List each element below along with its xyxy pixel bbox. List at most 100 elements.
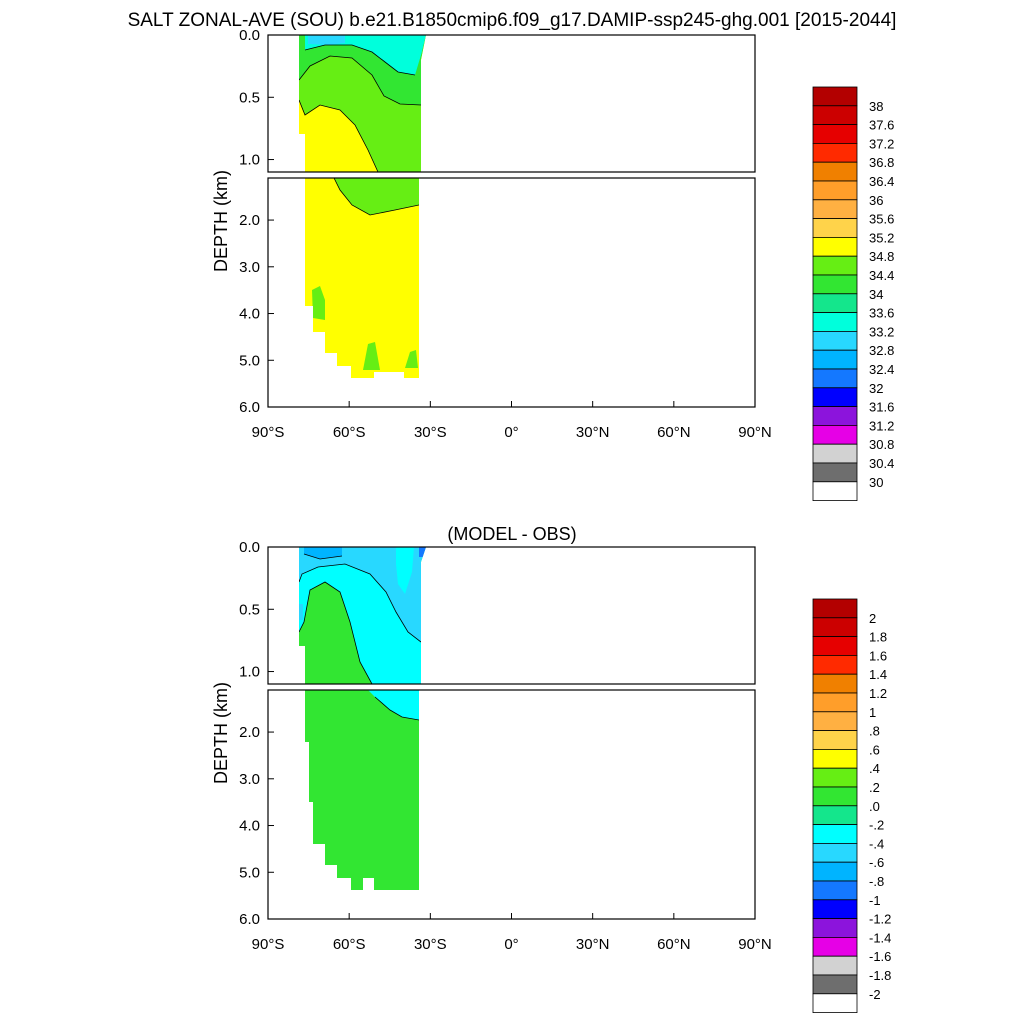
x-tick-label: 60°S [333,424,366,441]
colorbar-label: 36.8 [869,155,894,170]
figure-title: SALT ZONAL-AVE (SOU) b.e21.B1850cmip6.f0… [128,10,897,31]
contour-line [374,696,419,721]
colorbar-swatch [812,937,858,957]
y-tick-label: 2.0 [239,212,260,229]
x-tick-label: 90°S [252,424,285,441]
colorbar-label: .0 [869,799,880,814]
y-tick-label: 0.0 [239,27,260,44]
contour-region [396,547,414,594]
colorbar-swatch [812,861,858,882]
colorbar-swatch [812,86,858,107]
x-tick-label: 30°S [414,936,447,953]
upper-section-fill [299,35,426,172]
colorbar-label: 34 [869,287,883,302]
y-tick-label: 3.0 [239,771,260,788]
colorbar-swatch [812,692,858,713]
panel-2-title: (MODEL - OBS) [447,524,576,544]
x-tick-label: 90°S [252,936,285,953]
colorbar-label: 34.8 [869,249,894,264]
y-tick-label: 2.0 [239,724,260,741]
upper-plot-frame [267,546,756,685]
colorbar-swatch [812,368,858,389]
contour-region [363,342,380,370]
colorbar-label: 31.2 [869,418,894,433]
colorbar-swatch [812,918,858,938]
colorbar-label: -1.6 [869,949,891,964]
colorbar-label: 1.4 [869,667,887,682]
colorbar-label: 33.6 [869,306,894,321]
y-tick-label: 0.5 [239,89,260,106]
x-tick-label: 0° [504,424,518,441]
y-tick-label: 3.0 [239,259,260,276]
colorbar-label: 30.4 [869,456,894,471]
colorbar-swatch [812,406,858,426]
colorbar-label: 33.2 [869,324,894,339]
colorbar-label: .6 [869,742,880,757]
colorbar-swatch [812,443,858,464]
colorbar-swatch [812,124,858,144]
x-tick-label: 60°S [333,936,366,953]
y-axis-label: DEPTH (km) [211,682,231,784]
contour-region [405,350,418,368]
contour-region [305,178,419,215]
y-tick-label: 5.0 [239,352,260,369]
y-tick-label: 0.0 [239,539,260,556]
contour-region [299,547,426,642]
colorbar-swatch [812,711,858,731]
contour-line [299,55,422,106]
colorbar-label: .2 [869,780,880,795]
colorbar-label: 30.8 [869,437,894,452]
colorbar-label: -.8 [869,874,884,889]
colorbar-label: 36 [869,193,883,208]
colorbar-swatch [812,424,858,445]
x-tick-label: 90°N [738,424,772,441]
x-tick-label: 30°N [576,424,610,441]
colorbar-swatch [812,312,858,332]
colorbar-swatch [812,749,858,769]
colorbar-swatch [812,105,858,126]
y-tick-label: 4.0 [239,818,260,835]
colorbar-swatch [812,636,858,656]
colorbar-swatch [812,805,858,825]
colorbar-swatch [812,236,858,257]
x-tick-label: 30°S [414,424,447,441]
colorbar-label: 32 [869,381,883,396]
difference-panel: 90°S 60°S 30°S 0° 30°N 60°N 90°N0.00.51.02.03.… [211,539,891,1013]
colorbar-swatch [812,349,858,370]
colorbar-label: -1.8 [869,968,891,983]
contour-base-fill [305,690,419,890]
contour-line [333,178,419,216]
colorbar-label: -.4 [869,836,884,851]
colorbar-swatch [812,180,858,201]
y-tick-label: 5.0 [239,864,260,881]
upper-plot-frame [267,34,756,173]
colorbar-swatch [812,161,858,182]
contour-line [304,44,416,76]
colorbar-swatch [812,955,858,976]
colorbar-label: -.6 [869,855,884,870]
colorbar-swatch [812,974,858,995]
colorbar-swatch [812,218,858,238]
colorbar-swatch [812,655,858,675]
colorbar-label: 31.6 [869,400,894,415]
colorbar-swatch [812,330,858,351]
contour-line [299,99,379,172]
colorbar-swatch [812,387,858,407]
colorbar-label: -1.4 [869,930,891,945]
contour-line [299,581,373,684]
colorbar-label: 32.8 [869,343,894,358]
colorbar-label: 35.2 [869,230,894,245]
colorbar-swatch [812,899,858,919]
contour-region [299,604,303,620]
colorbar-swatch [812,481,858,501]
y-tick-label: 6.0 [239,911,260,928]
colorbar-label: .4 [869,761,880,776]
colorbar-label: 1.2 [869,686,887,701]
colorbar-swatch [812,993,858,1013]
colorbar-swatch [812,843,858,863]
colorbar-label: 1.8 [869,630,887,645]
colorbar-swatch [812,786,858,807]
colorbar-label: 36.4 [869,174,894,189]
y-tick-label: 1.0 [239,152,260,169]
